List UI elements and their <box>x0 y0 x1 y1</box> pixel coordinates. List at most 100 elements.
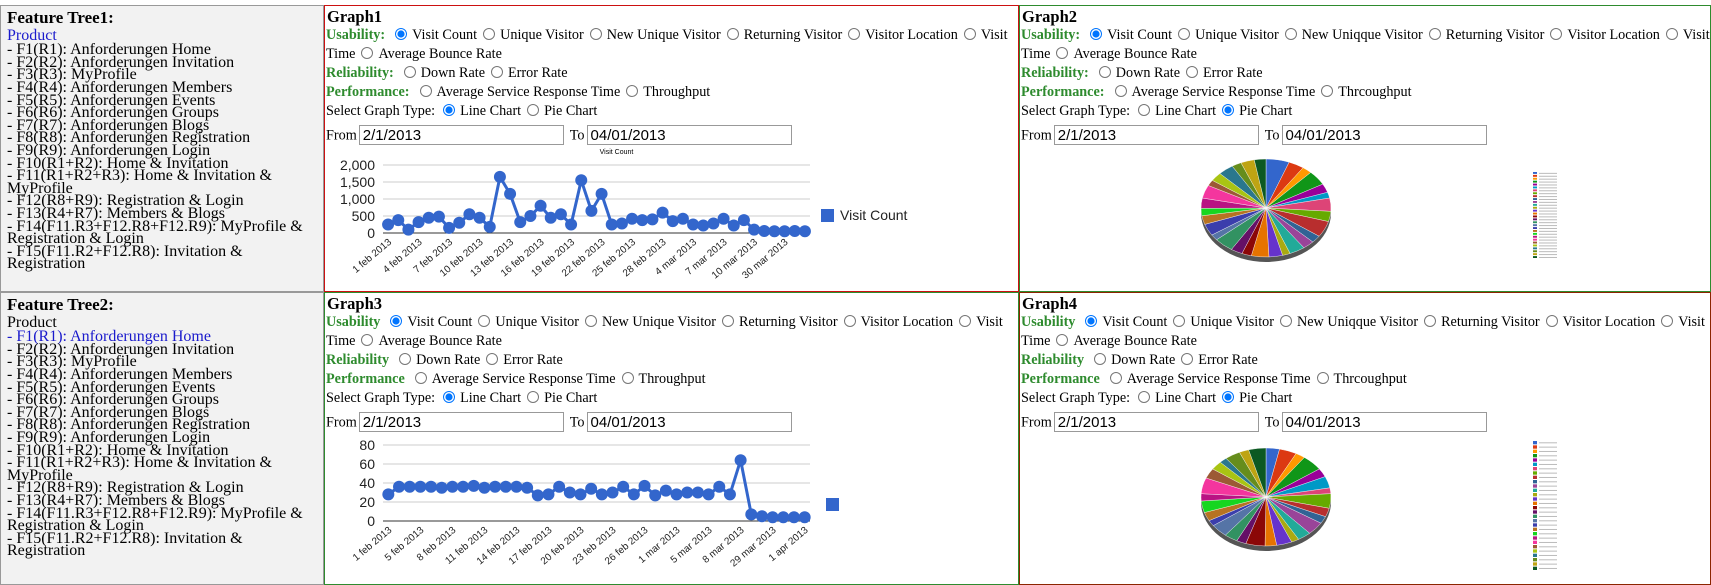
option-label[interactable]: Line Chart <box>1155 390 1217 406</box>
tree-item[interactable]: - F1(R1): Anforderungen Home <box>7 328 211 346</box>
option-label[interactable]: Visit Count <box>1102 314 1168 330</box>
tree-root[interactable]: Product <box>7 313 57 331</box>
radio-button[interactable] <box>527 104 540 116</box>
tree-item[interactable]: - F14(F11.R3+F12.R8+F12.R9): MyProfile &… <box>7 217 303 248</box>
option-label[interactable]: Visitor Location <box>1567 27 1660 43</box>
option-label[interactable]: Line Chart <box>1155 103 1217 119</box>
radio-button[interactable] <box>1138 391 1151 403</box>
radio-button[interactable] <box>419 85 432 97</box>
radio-button[interactable] <box>361 47 374 59</box>
radio-button[interactable] <box>1661 315 1674 327</box>
radio-button[interactable] <box>1056 47 1069 59</box>
radio-button[interactable] <box>726 28 739 40</box>
radio-button[interactable] <box>395 28 408 40</box>
radio-button[interactable] <box>1550 28 1563 40</box>
tree-item[interactable]: - F11(R1+R2+R3): Home & Invitation & MyP… <box>7 454 272 484</box>
radio-button[interactable] <box>589 28 602 40</box>
to-input[interactable] <box>1281 412 1487 432</box>
option-label[interactable]: Down Rate <box>416 352 481 368</box>
radio-button[interactable] <box>527 391 540 403</box>
tree-item[interactable]: - F13(R4+R7): Members & Blogs <box>7 204 225 222</box>
option-label[interactable]: Down Rate <box>1115 65 1181 81</box>
radio-button[interactable] <box>1424 315 1437 327</box>
option-label[interactable]: Unique Visitor <box>1195 27 1279 43</box>
option-label[interactable]: Error Rate <box>508 65 568 81</box>
radio-button[interactable] <box>843 315 856 327</box>
radio-button[interactable] <box>1098 66 1111 78</box>
option-label[interactable]: Average Service Response Time <box>1126 371 1311 387</box>
tree-item[interactable]: - F12(R8+R9): Registration & Login <box>7 192 244 210</box>
radio-button[interactable] <box>959 315 972 327</box>
tree-item[interactable]: - F11(R1+R2+R3): Home & Invitation & MyP… <box>7 167 272 197</box>
option-label[interactable]: Average Service Response Time <box>1131 84 1316 100</box>
tree-item[interactable]: - F4(R4): Anforderungen Members <box>7 365 233 383</box>
tree-item[interactable]: - F4(R4): Anforderungen Members <box>7 78 233 96</box>
to-input[interactable] <box>586 125 792 145</box>
to-input[interactable] <box>1281 125 1487 145</box>
tree-item[interactable]: - F9(R9): Anforderungen Login <box>7 428 211 446</box>
radio-button[interactable] <box>721 315 734 327</box>
option-label[interactable]: Average Service Response Time <box>431 371 616 387</box>
option-label[interactable]: Thrcoughput <box>1333 371 1407 387</box>
tree-item[interactable]: - F14(F11.R3+F12.R8+F12.R9): MyProfile &… <box>7 504 303 535</box>
option-label[interactable]: Visit Time <box>326 314 1003 349</box>
radio-button[interactable] <box>390 315 403 327</box>
radio-button[interactable] <box>848 28 861 40</box>
tree-item[interactable]: - F6(R6): Anforderungen Groups <box>7 104 219 122</box>
radio-button[interactable] <box>1138 104 1151 116</box>
radio-button[interactable] <box>443 391 456 403</box>
option-label[interactable]: Pie Chart <box>1239 390 1293 406</box>
radio-button[interactable] <box>1321 85 1334 97</box>
radio-button[interactable] <box>478 315 491 327</box>
tree-item[interactable]: - F8(R8): Anforderungen Registration <box>7 129 251 147</box>
radio-button[interactable] <box>1114 85 1127 97</box>
option-label[interactable]: Average Bounce Rate <box>378 333 502 349</box>
option-label[interactable]: Pie Chart <box>544 390 598 406</box>
from-input[interactable] <box>1053 412 1259 432</box>
option-label[interactable]: Visit Time <box>1021 314 1705 349</box>
option-label[interactable]: Unique Visitor <box>500 27 584 43</box>
to-input[interactable] <box>586 412 792 432</box>
radio-button[interactable] <box>1284 28 1297 40</box>
tree-item[interactable]: - F8(R8): Anforderungen Registration <box>7 416 251 434</box>
radio-button[interactable] <box>1545 315 1558 327</box>
radio-button[interactable] <box>1090 28 1103 40</box>
radio-button[interactable] <box>361 334 374 346</box>
tree-item[interactable]: - F1(R1): Anforderungen Home <box>7 41 211 59</box>
option-label[interactable]: Error Rate <box>1198 352 1258 368</box>
option-label[interactable]: Returning Visitor <box>743 27 843 43</box>
radio-button[interactable] <box>1222 391 1235 403</box>
radio-button[interactable] <box>1094 353 1107 365</box>
option-label[interactable]: Average Bounce Rate <box>1073 333 1197 349</box>
tree-item[interactable]: - F5(R5): Anforderungen Events <box>7 378 216 396</box>
option-label[interactable]: New Unique Visitor <box>606 27 721 43</box>
option-label[interactable]: Error Rate <box>503 352 563 368</box>
tree-item[interactable]: - F6(R6): Anforderungen Groups <box>7 391 219 409</box>
radio-button[interactable] <box>1085 315 1098 327</box>
option-label[interactable]: Line Chart <box>460 103 522 119</box>
option-label[interactable]: Down Rate <box>1111 352 1176 368</box>
option-label[interactable]: Unique Visitor <box>1190 314 1275 330</box>
radio-button[interactable] <box>414 372 427 384</box>
tree-item[interactable]: - F5(R5): Anforderungen Events <box>7 91 216 109</box>
option-label[interactable]: Returning Visitor <box>738 314 838 330</box>
from-input[interactable] <box>1053 125 1259 145</box>
option-label[interactable]: Unique Visitor <box>495 314 580 330</box>
radio-button[interactable] <box>403 66 416 78</box>
radio-button[interactable] <box>1222 104 1235 116</box>
option-label[interactable]: New Uniqque Visitor <box>1297 314 1419 330</box>
radio-button[interactable] <box>1280 315 1293 327</box>
radio-button[interactable] <box>399 353 412 365</box>
tree-item[interactable]: - F10(R1+R2): Home & Invitation <box>7 441 229 459</box>
tree-root[interactable]: Product <box>7 26 57 44</box>
radio-button[interactable] <box>443 104 456 116</box>
option-label[interactable]: New Uniqque Visitor <box>1301 27 1423 43</box>
radio-button[interactable] <box>483 28 496 40</box>
option-label[interactable]: Error Rate <box>1203 65 1263 81</box>
option-label[interactable]: Visit Time <box>326 27 1008 62</box>
radio-button[interactable] <box>1181 353 1194 365</box>
tree-item[interactable]: - F13(R4+R7): Members & Blogs <box>7 491 225 509</box>
option-label[interactable]: Throughput <box>638 371 706 387</box>
radio-button[interactable] <box>1173 315 1186 327</box>
option-label[interactable]: Visitor Location <box>860 314 954 330</box>
